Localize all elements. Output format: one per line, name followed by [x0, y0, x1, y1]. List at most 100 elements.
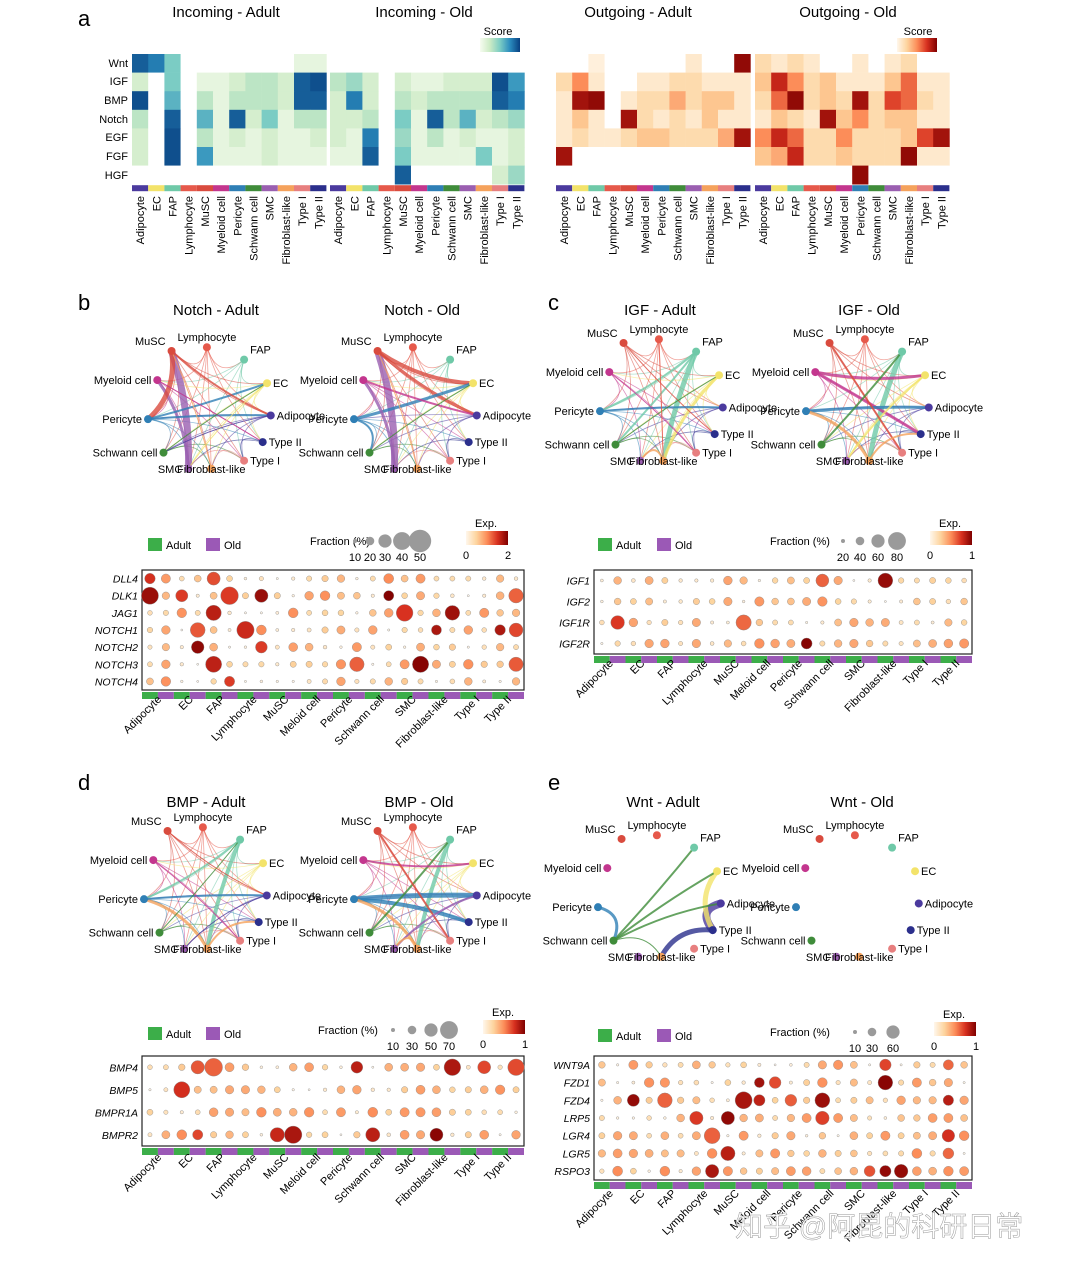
dotplot-dot: [868, 1063, 871, 1067]
network-node: [359, 856, 368, 865]
dotplot-dot: [849, 1131, 859, 1140]
dotplot-dot: [709, 1097, 715, 1103]
heatmap-cell: [378, 72, 396, 92]
dotplot-dot: [241, 1085, 250, 1095]
old-legend-swatch: [206, 1027, 220, 1040]
dotplot-dot: [146, 1109, 154, 1116]
network-edge: [416, 382, 474, 469]
heatmap-cell: [556, 147, 573, 166]
network-edge: [153, 859, 259, 923]
network-node-label: MuSC: [135, 336, 166, 348]
dotplot-dot: [896, 1095, 906, 1105]
network-node: [140, 895, 148, 904]
heatmap-cell: [868, 147, 885, 166]
network-node: [446, 936, 455, 945]
network-node-label: Adipocyte: [273, 890, 321, 902]
fraction-legend-dot: [407, 1025, 417, 1035]
network-edge: [353, 359, 451, 420]
dotplot-dot: [399, 1130, 410, 1140]
heatmap-cell: [132, 72, 149, 92]
cell-type-color-bar: [572, 185, 589, 192]
group-color-bar: [476, 1148, 493, 1155]
dotplot-dot: [757, 1062, 762, 1067]
dotplot-dot: [196, 680, 199, 683]
network-edge: [363, 859, 395, 949]
dotplot-dot: [209, 626, 218, 634]
dotplot-dot: [291, 576, 296, 581]
network-edge: [210, 450, 245, 469]
fraction-legend-tick: 60: [887, 1043, 899, 1055]
dotplot-dot: [228, 645, 231, 649]
dotplot-dot: [387, 628, 391, 632]
network-edge: [206, 347, 263, 443]
heatmap-cell: [718, 54, 735, 73]
dotplot-dot: [306, 610, 312, 616]
gene-label: LGR4: [563, 1131, 591, 1143]
dotplot-dot: [928, 1131, 937, 1141]
gene-label: WNT9A: [553, 1060, 590, 1072]
group-color-bar: [285, 692, 302, 699]
heatmap-cell: [572, 165, 589, 185]
group-color-bar: [285, 1148, 302, 1155]
network-node: [240, 355, 249, 364]
panel-label-a: a: [78, 6, 91, 31]
dotplot-dot: [646, 1115, 652, 1121]
pathway-labels: Wnt IGF BMP Notch EGF FGF HGF: [99, 58, 128, 182]
dotplot-dot: [288, 642, 298, 652]
network-node-label: Adipocyte: [935, 402, 983, 414]
dotplot-cell-type-label: SMC: [393, 1152, 419, 1178]
old-legend-swatch: [657, 538, 671, 551]
panel-label-d: d: [78, 770, 90, 795]
network-edge: [660, 349, 699, 464]
network-edge: [167, 830, 268, 896]
network-node-label: Lymphocyte: [383, 332, 442, 344]
heatmap-cell: [637, 147, 654, 166]
dotplot-dot: [399, 659, 410, 670]
dotplot-dot: [385, 661, 392, 668]
dotplot-dot: [416, 1062, 426, 1072]
heatmap-cell: [787, 109, 804, 129]
dotplot-dot: [227, 610, 232, 615]
dotplot-dot: [929, 598, 936, 605]
heatmap-cell: [701, 54, 719, 73]
network-edge: [623, 342, 664, 461]
heatmap-cell: [245, 72, 262, 92]
dotplot-dot: [612, 1165, 623, 1177]
group-color-bar: [609, 1182, 626, 1189]
heatmap-cell: [492, 72, 509, 92]
heatmap-cell: [620, 91, 638, 111]
dotplot-dot: [928, 639, 937, 648]
dotplot-dot: [660, 1131, 670, 1140]
heatmap-cell: [411, 128, 428, 148]
network-title: IGF - Old: [838, 302, 900, 319]
dotplot-dot: [275, 662, 280, 667]
dotplot-dot: [883, 1116, 888, 1120]
heatmap-cell: [803, 128, 821, 148]
heatmap-cell: [277, 72, 295, 92]
heatmap-cell: [588, 128, 605, 148]
heatmap-cell: [411, 165, 428, 185]
network-node: [202, 343, 211, 352]
group-color-bar: [924, 1182, 941, 1189]
cell-type-color-bar: [852, 185, 869, 192]
heatmap-cell: [427, 91, 444, 111]
network-edge: [153, 859, 185, 949]
fraction-legend-tick: 20: [837, 552, 849, 564]
network-title: BMP - Old: [385, 794, 454, 811]
dotplot-dot: [291, 628, 296, 632]
network-node: [710, 430, 719, 439]
dotplot-cell-type-label: FAP: [205, 1152, 228, 1175]
network-node: [654, 335, 663, 344]
group-color-bar: [830, 656, 846, 663]
heatmap-cell: [819, 165, 837, 185]
dotplot-dot: [466, 645, 470, 649]
dotplot-dot: [508, 622, 524, 638]
heatmap-cell: [394, 128, 412, 148]
cell-type-color-bar: [378, 185, 395, 192]
cell-type-color-bar: [261, 185, 278, 192]
network-node-label: Lymphocyte: [629, 324, 688, 336]
group-color-bar: [428, 692, 445, 699]
heatmap-cell: [378, 165, 396, 185]
dotplot-dot: [959, 1130, 970, 1141]
dotplot-dot: [385, 643, 392, 651]
